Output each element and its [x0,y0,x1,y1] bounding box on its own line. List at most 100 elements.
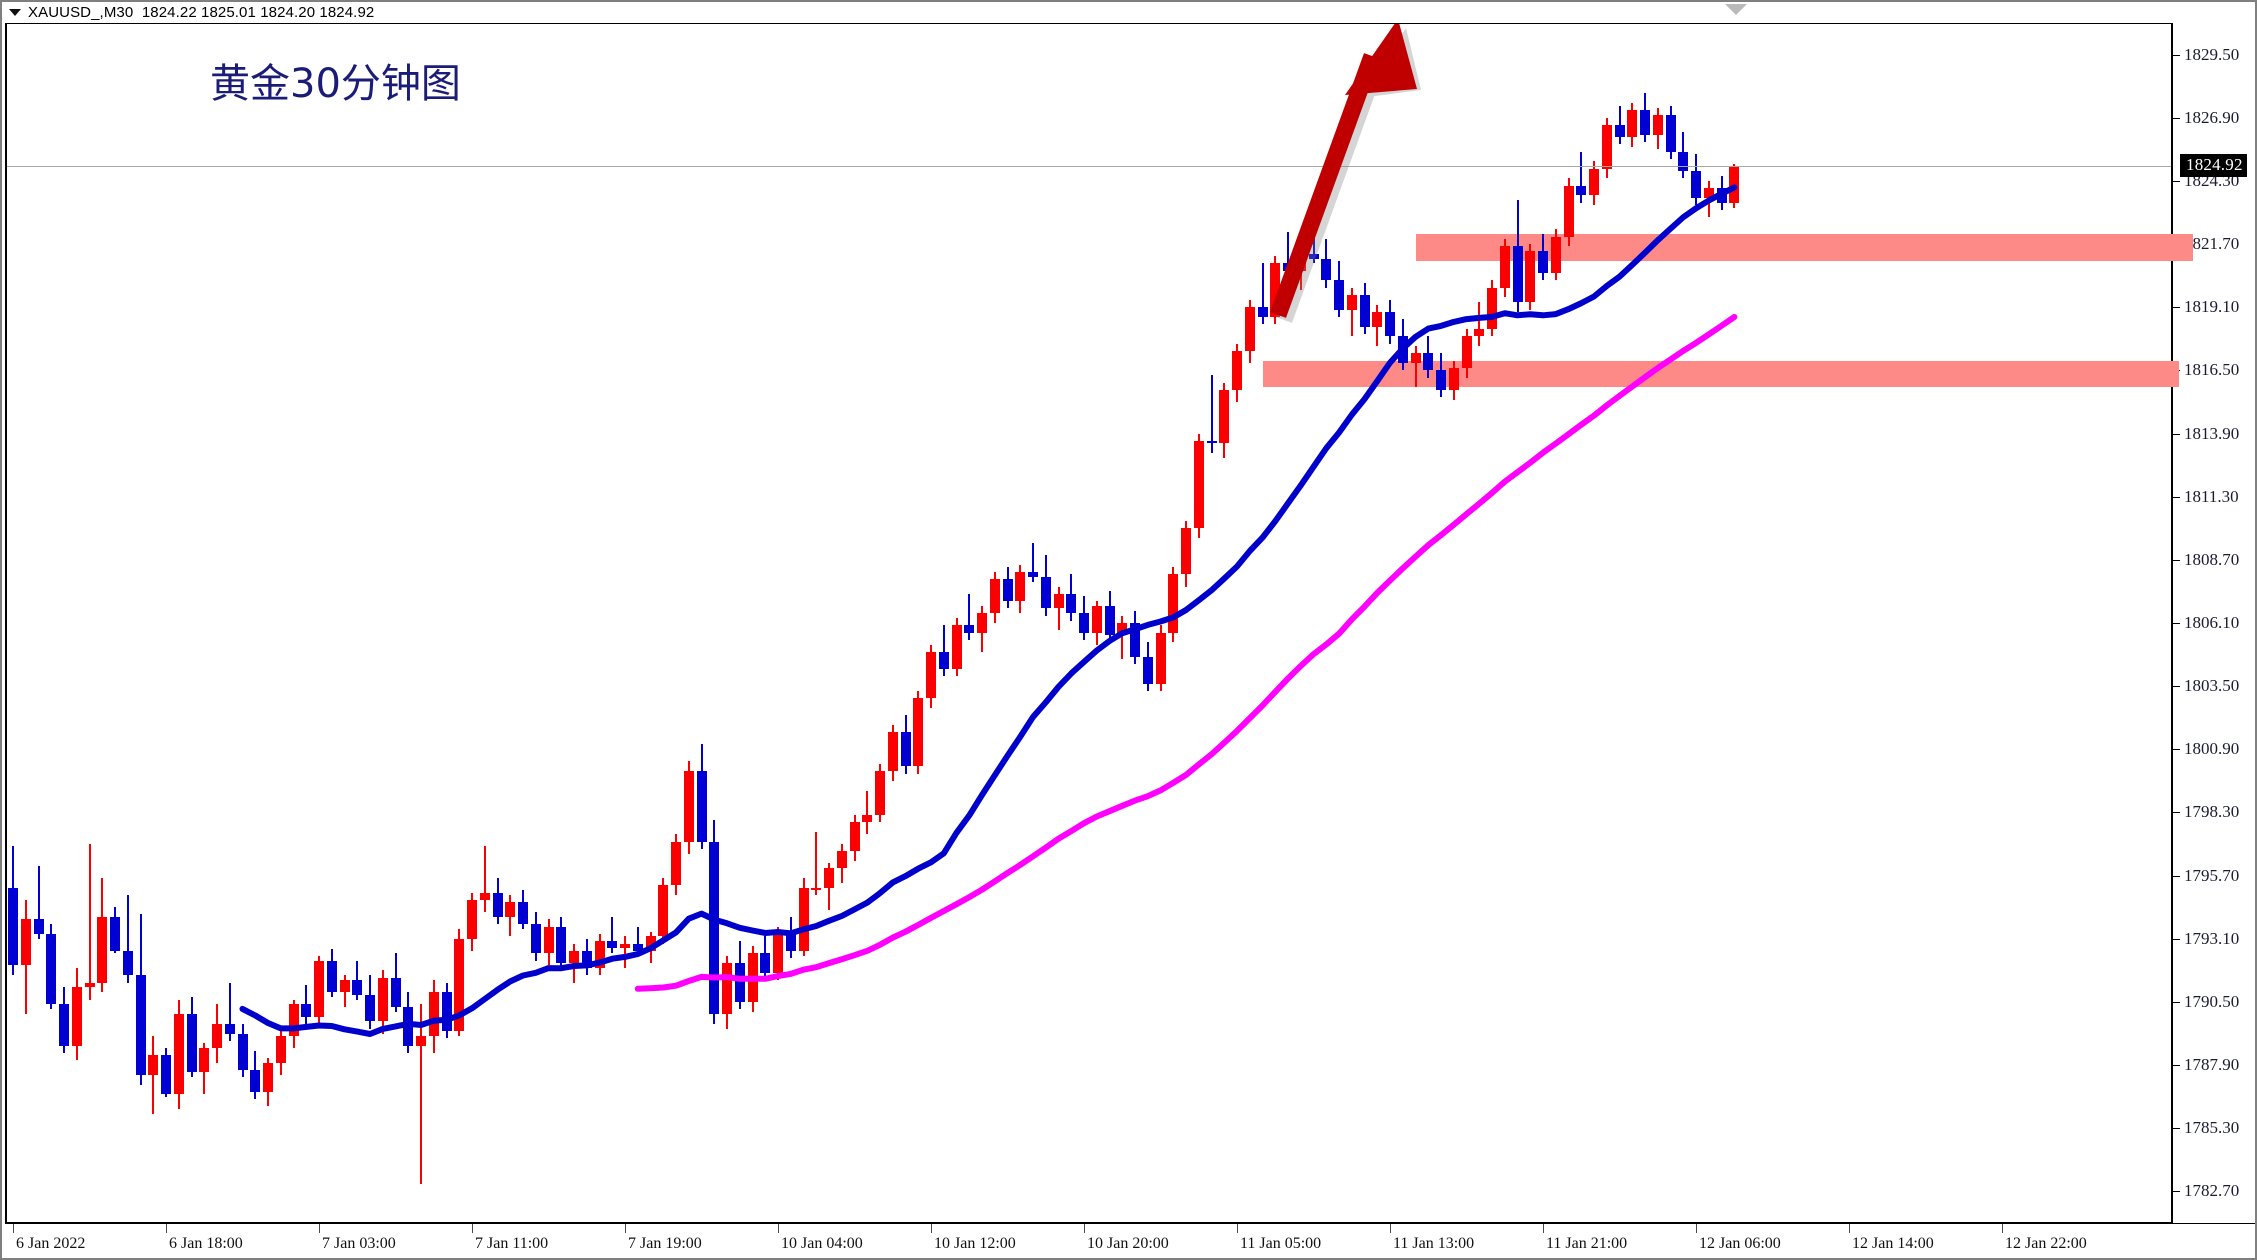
candle-body [683,771,694,842]
candle-body [658,885,669,937]
candle-body [1040,576,1051,609]
candle-body [1295,253,1306,271]
candle-body [862,814,873,823]
price-tick [2173,1128,2180,1130]
candle-body [1525,251,1536,303]
candle-wick [815,831,818,896]
time-tick [1237,1224,1238,1233]
price-tick [2173,307,2180,309]
candle-body [46,933,57,1005]
time-tick [1084,1224,1085,1233]
candle-wick [37,865,40,939]
candle-body [1308,253,1319,259]
triangle-down-icon[interactable] [9,9,21,16]
time-tick [13,1224,14,1233]
price-tick [2173,1001,2180,1003]
candle-body [1665,115,1676,152]
candle-body [390,977,401,1007]
candle-body [479,892,490,900]
resistance-zone-lower[interactable] [1262,360,2171,388]
candle-body [1232,350,1242,390]
candle-body [250,1069,261,1092]
candle-body [1117,623,1128,636]
candle-body [122,950,133,976]
price-tick-label: 1798.30 [2184,802,2240,822]
candle-body [836,851,847,869]
chart-plot-area[interactable]: 黄金30分钟图 [5,23,2171,1223]
candle-body [1716,188,1727,203]
candle-body [887,732,898,772]
candle-wick [624,936,626,968]
price-scale[interactable]: 1829.50 1826.90 1824.30 1821.70 1819.10 1816.… [2171,23,2255,1223]
current-price-badge: 1824.92 [2180,153,2247,177]
price-tick [2173,496,2180,498]
candle-body [1181,528,1191,575]
candle-body [938,652,949,670]
price-tick [2173,54,2180,56]
time-scale[interactable]: 6 Jan 2022 6 Jan 18:00 7 Jan 03:00 7 Jan 11… [5,1223,2255,1257]
time-tick-label: 12 Jan 06:00 [1699,1235,1781,1252]
candle-body [84,982,95,988]
candle-body [1499,246,1510,288]
candle-wick [1287,231,1289,279]
time-tick-label: 10 Jan 04:00 [781,1235,863,1252]
candle-body [416,1035,426,1046]
time-tick-label: 6 Jan 18:00 [169,1235,243,1252]
price-tick [2173,117,2180,119]
time-tick [472,1224,473,1233]
candle-body [1130,623,1140,657]
candle-body [1002,579,1013,602]
candle-body [1155,632,1166,684]
candle-body [1691,171,1701,198]
candle-body [951,625,962,670]
chart-scroll-marker-icon[interactable] [1725,4,1747,15]
candle-body [33,919,44,934]
candle-body [1079,613,1089,633]
candle-body [607,941,618,949]
price-tick-label: 1821.70 [2184,234,2240,254]
candle-body [1410,353,1421,364]
candle-wick [88,844,91,1000]
candle-body [530,924,541,954]
candle-body [199,1048,210,1073]
price-tick-label: 1787.90 [2184,1055,2240,1075]
arrow-head [1345,23,1417,95]
candle-body [1206,440,1217,444]
candle-body [1627,110,1638,138]
candle-wick [483,846,486,913]
candle-wick [1707,180,1710,218]
price-tick-label: 1819.10 [2184,297,2240,317]
candle-body [365,994,375,1022]
time-tick-label: 12 Jan 14:00 [1852,1235,1934,1252]
candle-body [926,652,936,699]
candle-body [441,992,452,1032]
price-tick-label: 1808.70 [2184,549,2240,569]
candle-body [1257,307,1268,317]
candle-body [556,926,567,964]
candle-body [773,933,783,973]
candle-wick [968,593,971,640]
price-tick-label: 1795.70 [2184,865,2240,885]
symbol-quote-text: XAUUSD_,M30 1824.22 1825.01 1824.20 1824… [28,4,375,21]
candle-wick [1478,302,1481,347]
candle-body [709,841,720,1015]
candle-body [977,613,987,633]
candle-body [1334,280,1344,310]
candle-body [875,771,885,815]
price-tick-label: 1790.50 [2184,991,2240,1011]
price-tick-label: 1803.50 [2184,676,2240,696]
time-tick-label: 11 Jan 13:00 [1393,1235,1475,1252]
price-tick-label: 1813.90 [2184,423,2240,443]
candle-body [59,1004,69,1046]
candle-body [1244,307,1255,351]
candle-body [1270,263,1281,317]
candle-body [1091,605,1102,633]
candle-body [135,975,146,1075]
time-tick-label: 7 Jan 11:00 [475,1235,549,1252]
candle-body [798,887,809,951]
candle-body [454,938,465,1032]
candle-wick [1618,105,1621,145]
candle-body [1321,258,1332,281]
candle-body [1652,115,1663,135]
candle-wick [228,982,231,1041]
